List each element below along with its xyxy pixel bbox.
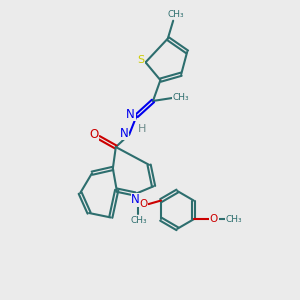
- Text: N: N: [126, 108, 135, 121]
- Text: O: O: [89, 128, 98, 141]
- Text: CH₃: CH₃: [172, 94, 189, 103]
- Text: O: O: [139, 199, 147, 209]
- Text: CH₃: CH₃: [226, 215, 242, 224]
- Text: N: N: [131, 194, 140, 206]
- Text: H: H: [137, 124, 146, 134]
- Text: S: S: [137, 55, 145, 65]
- Text: O: O: [210, 214, 218, 224]
- Text: CH₃: CH₃: [168, 10, 184, 19]
- Text: CH₃: CH₃: [130, 216, 147, 225]
- Text: N: N: [119, 127, 128, 140]
